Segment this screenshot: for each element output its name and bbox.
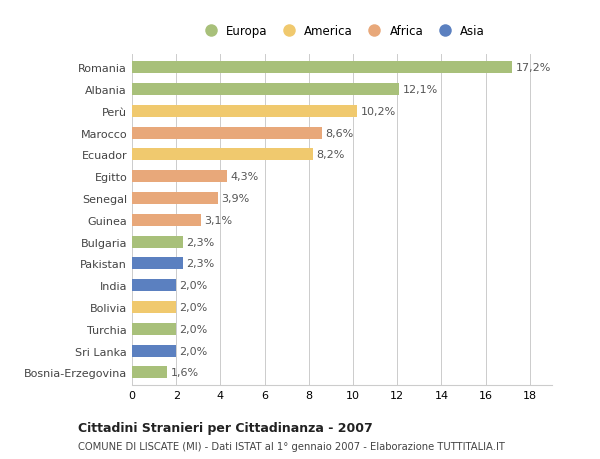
Bar — [132, 323, 176, 335]
Text: 8,2%: 8,2% — [317, 150, 345, 160]
Text: 17,2%: 17,2% — [515, 63, 551, 73]
Text: 2,0%: 2,0% — [179, 324, 208, 334]
Text: 2,0%: 2,0% — [179, 302, 208, 312]
Text: 3,1%: 3,1% — [204, 215, 232, 225]
Text: 12,1%: 12,1% — [403, 85, 438, 95]
Bar — [132, 149, 313, 161]
Bar — [132, 280, 176, 291]
Text: 1,6%: 1,6% — [170, 368, 199, 377]
Text: 2,3%: 2,3% — [186, 259, 214, 269]
Legend: Europa, America, Africa, Asia: Europa, America, Africa, Asia — [199, 25, 485, 38]
Bar — [132, 193, 218, 205]
Text: 8,6%: 8,6% — [325, 129, 353, 138]
Text: 10,2%: 10,2% — [361, 106, 396, 117]
Bar — [132, 84, 400, 96]
Bar — [132, 258, 183, 270]
Text: COMUNE DI LISCATE (MI) - Dati ISTAT al 1° gennaio 2007 - Elaborazione TUTTITALIA: COMUNE DI LISCATE (MI) - Dati ISTAT al 1… — [78, 441, 505, 451]
Bar — [132, 62, 512, 74]
Bar — [132, 128, 322, 140]
Bar — [132, 345, 176, 357]
Text: Cittadini Stranieri per Cittadinanza - 2007: Cittadini Stranieri per Cittadinanza - 2… — [78, 421, 373, 434]
Bar — [132, 106, 358, 118]
Bar — [132, 367, 167, 379]
Text: 2,0%: 2,0% — [179, 280, 208, 291]
Text: 2,3%: 2,3% — [186, 237, 214, 247]
Bar — [132, 236, 183, 248]
Bar — [132, 301, 176, 313]
Text: 3,9%: 3,9% — [221, 194, 250, 204]
Bar — [132, 214, 200, 226]
Text: 2,0%: 2,0% — [179, 346, 208, 356]
Bar — [132, 171, 227, 183]
Text: 4,3%: 4,3% — [230, 172, 259, 182]
